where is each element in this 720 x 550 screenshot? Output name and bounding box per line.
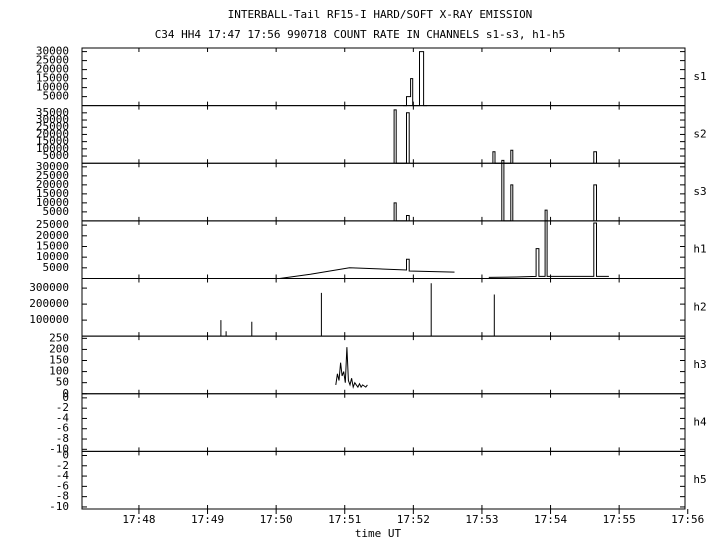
panel-frame	[81, 105, 686, 164]
chart-subtitle: C34 HH4 17:47 17:56 990718 COUNT RATE IN…	[155, 28, 566, 41]
panel-frame	[81, 47, 686, 107]
x-tick-label: 17:51	[328, 513, 361, 526]
x-tick-label: 17:56	[671, 513, 704, 526]
y-tick-label: 5000	[43, 261, 70, 274]
y-tick-label: 25000	[36, 218, 69, 231]
y-tick-label: 20000	[36, 229, 69, 242]
channel-trace	[403, 51, 428, 107]
y-tick-label: 250	[49, 331, 69, 344]
channel-label: h1	[693, 243, 706, 256]
channel-label: h4	[693, 416, 707, 429]
channel-trace	[279, 220, 609, 279]
y-tick-label: 10000	[36, 196, 69, 209]
panel-frame	[81, 278, 686, 337]
y-tick-label: 15000	[36, 187, 69, 200]
y-tick-label: 100	[49, 365, 69, 378]
y-tick-label: 15000	[36, 135, 69, 148]
y-tick-label: 5000	[43, 90, 70, 103]
y-tick-label: 15000	[36, 239, 69, 252]
panel-frame	[81, 220, 686, 279]
y-tick-label: 30000	[36, 45, 69, 58]
x-tick-label: 17:53	[465, 513, 498, 526]
channel-trace	[393, 162, 597, 222]
channel-label: h2	[693, 300, 706, 313]
panel-frame	[81, 162, 686, 222]
channel-trace	[393, 109, 597, 164]
channel-trace	[335, 347, 368, 390]
x-tick-label: 17:50	[260, 513, 293, 526]
panel-frame	[81, 393, 686, 452]
chart-title: INTERBALL-Tail RF15-I HARD/SOFT X-RAY EM…	[228, 8, 533, 21]
channel-label: h5	[693, 473, 706, 486]
y-tick-label: -2	[56, 401, 69, 414]
y-tick-label: 200000	[29, 297, 69, 310]
y-tick-label: 20000	[36, 127, 69, 140]
y-tick-label: 0	[62, 387, 69, 400]
y-tick-label: 25000	[36, 120, 69, 133]
y-tick-label: -8	[56, 490, 69, 503]
channel-label: s1	[693, 70, 706, 83]
x-axis-label: time UT	[355, 527, 402, 540]
channel-trace	[220, 283, 495, 337]
y-tick-label: 25000	[36, 54, 69, 67]
y-tick-label: 50	[56, 376, 69, 389]
y-tick-label: 5000	[43, 205, 70, 218]
y-tick-label: 10000	[36, 81, 69, 94]
y-tick-label: 30000	[36, 113, 69, 126]
x-tick-label: 17:55	[603, 513, 636, 526]
y-tick-label: -6	[56, 422, 69, 435]
y-tick-label: 200	[49, 342, 69, 355]
y-tick-label: 100000	[29, 313, 69, 326]
y-tick-label: 10000	[36, 250, 69, 263]
y-tick-label: -6	[56, 479, 69, 492]
panel-frame	[81, 450, 686, 510]
y-tick-label: -10	[49, 500, 69, 513]
channel-label: h3	[693, 358, 706, 371]
y-tick-label: 20000	[36, 178, 69, 191]
y-tick-label: 15000	[36, 72, 69, 85]
y-tick-label: 150	[49, 354, 69, 367]
y-tick-label: -8	[56, 432, 69, 445]
channel-label: s3	[693, 185, 706, 198]
y-tick-label: 35000	[36, 106, 69, 119]
y-tick-label: 300000	[29, 281, 69, 294]
y-tick-label: -10	[49, 442, 69, 455]
panel-frame	[81, 335, 686, 395]
y-tick-label: 0	[62, 448, 69, 461]
y-tick-label: 25000	[36, 169, 69, 182]
x-tick-label: 17:48	[122, 513, 155, 526]
y-tick-label: 10000	[36, 142, 69, 155]
y-tick-label: 5000	[43, 149, 70, 162]
x-tick-label: 17:52	[397, 513, 430, 526]
y-tick-label: 30000	[36, 160, 69, 173]
x-tick-label: 17:54	[534, 513, 567, 526]
y-tick-label: 20000	[36, 63, 69, 76]
y-tick-label: -4	[56, 469, 70, 482]
y-tick-label: -2	[56, 459, 69, 472]
channel-label: s2	[693, 127, 706, 140]
y-tick-label: -4	[56, 411, 70, 424]
y-tick-label: 0	[62, 391, 69, 404]
x-tick-label: 17:49	[191, 513, 224, 526]
